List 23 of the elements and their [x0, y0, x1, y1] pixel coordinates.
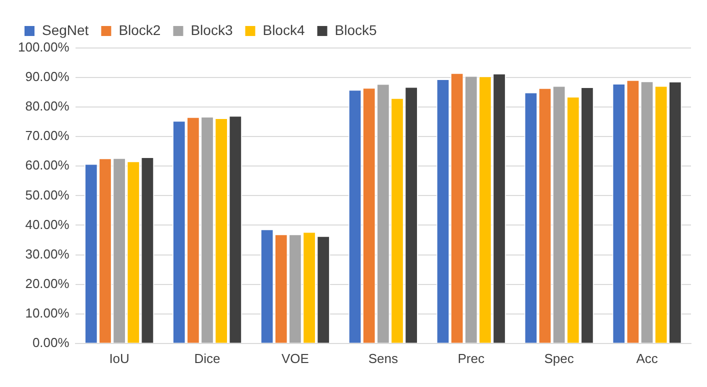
x-tick-label: IoU	[109, 350, 130, 366]
x-tick-label: Prec	[458, 350, 485, 366]
y-tick-label: 10.00%	[25, 305, 70, 320]
x-tick-label: Acc	[636, 350, 658, 366]
y-tick-label: 60.00%	[25, 158, 70, 173]
y-tick-label: 30.00%	[25, 246, 70, 262]
legend-label: Block3	[190, 22, 233, 38]
x-tick-label: Spec	[544, 350, 574, 366]
x-tick-label: Dice	[194, 350, 220, 366]
y-tick-label: 40.00%	[25, 216, 70, 232]
y-tick-label: 90.00%	[25, 69, 70, 84]
legend-label: Block2	[118, 22, 161, 38]
y-tick-label: 100.00%	[18, 40, 70, 55]
y-tick-label: 50.00%	[25, 187, 70, 202]
x-tick-label: VOE	[281, 350, 310, 366]
legend-label: Block5	[334, 22, 377, 38]
x-tick-label: Sens	[368, 350, 398, 366]
legend-label: Block4	[262, 22, 305, 38]
y-tick-label: 70.00%	[25, 128, 70, 144]
y-tick-label: 0.00%	[32, 334, 70, 350]
y-tick-label: 80.00%	[25, 98, 70, 114]
y-tick-label: 20.00%	[25, 276, 70, 291]
legend-label: SegNet	[42, 22, 89, 38]
